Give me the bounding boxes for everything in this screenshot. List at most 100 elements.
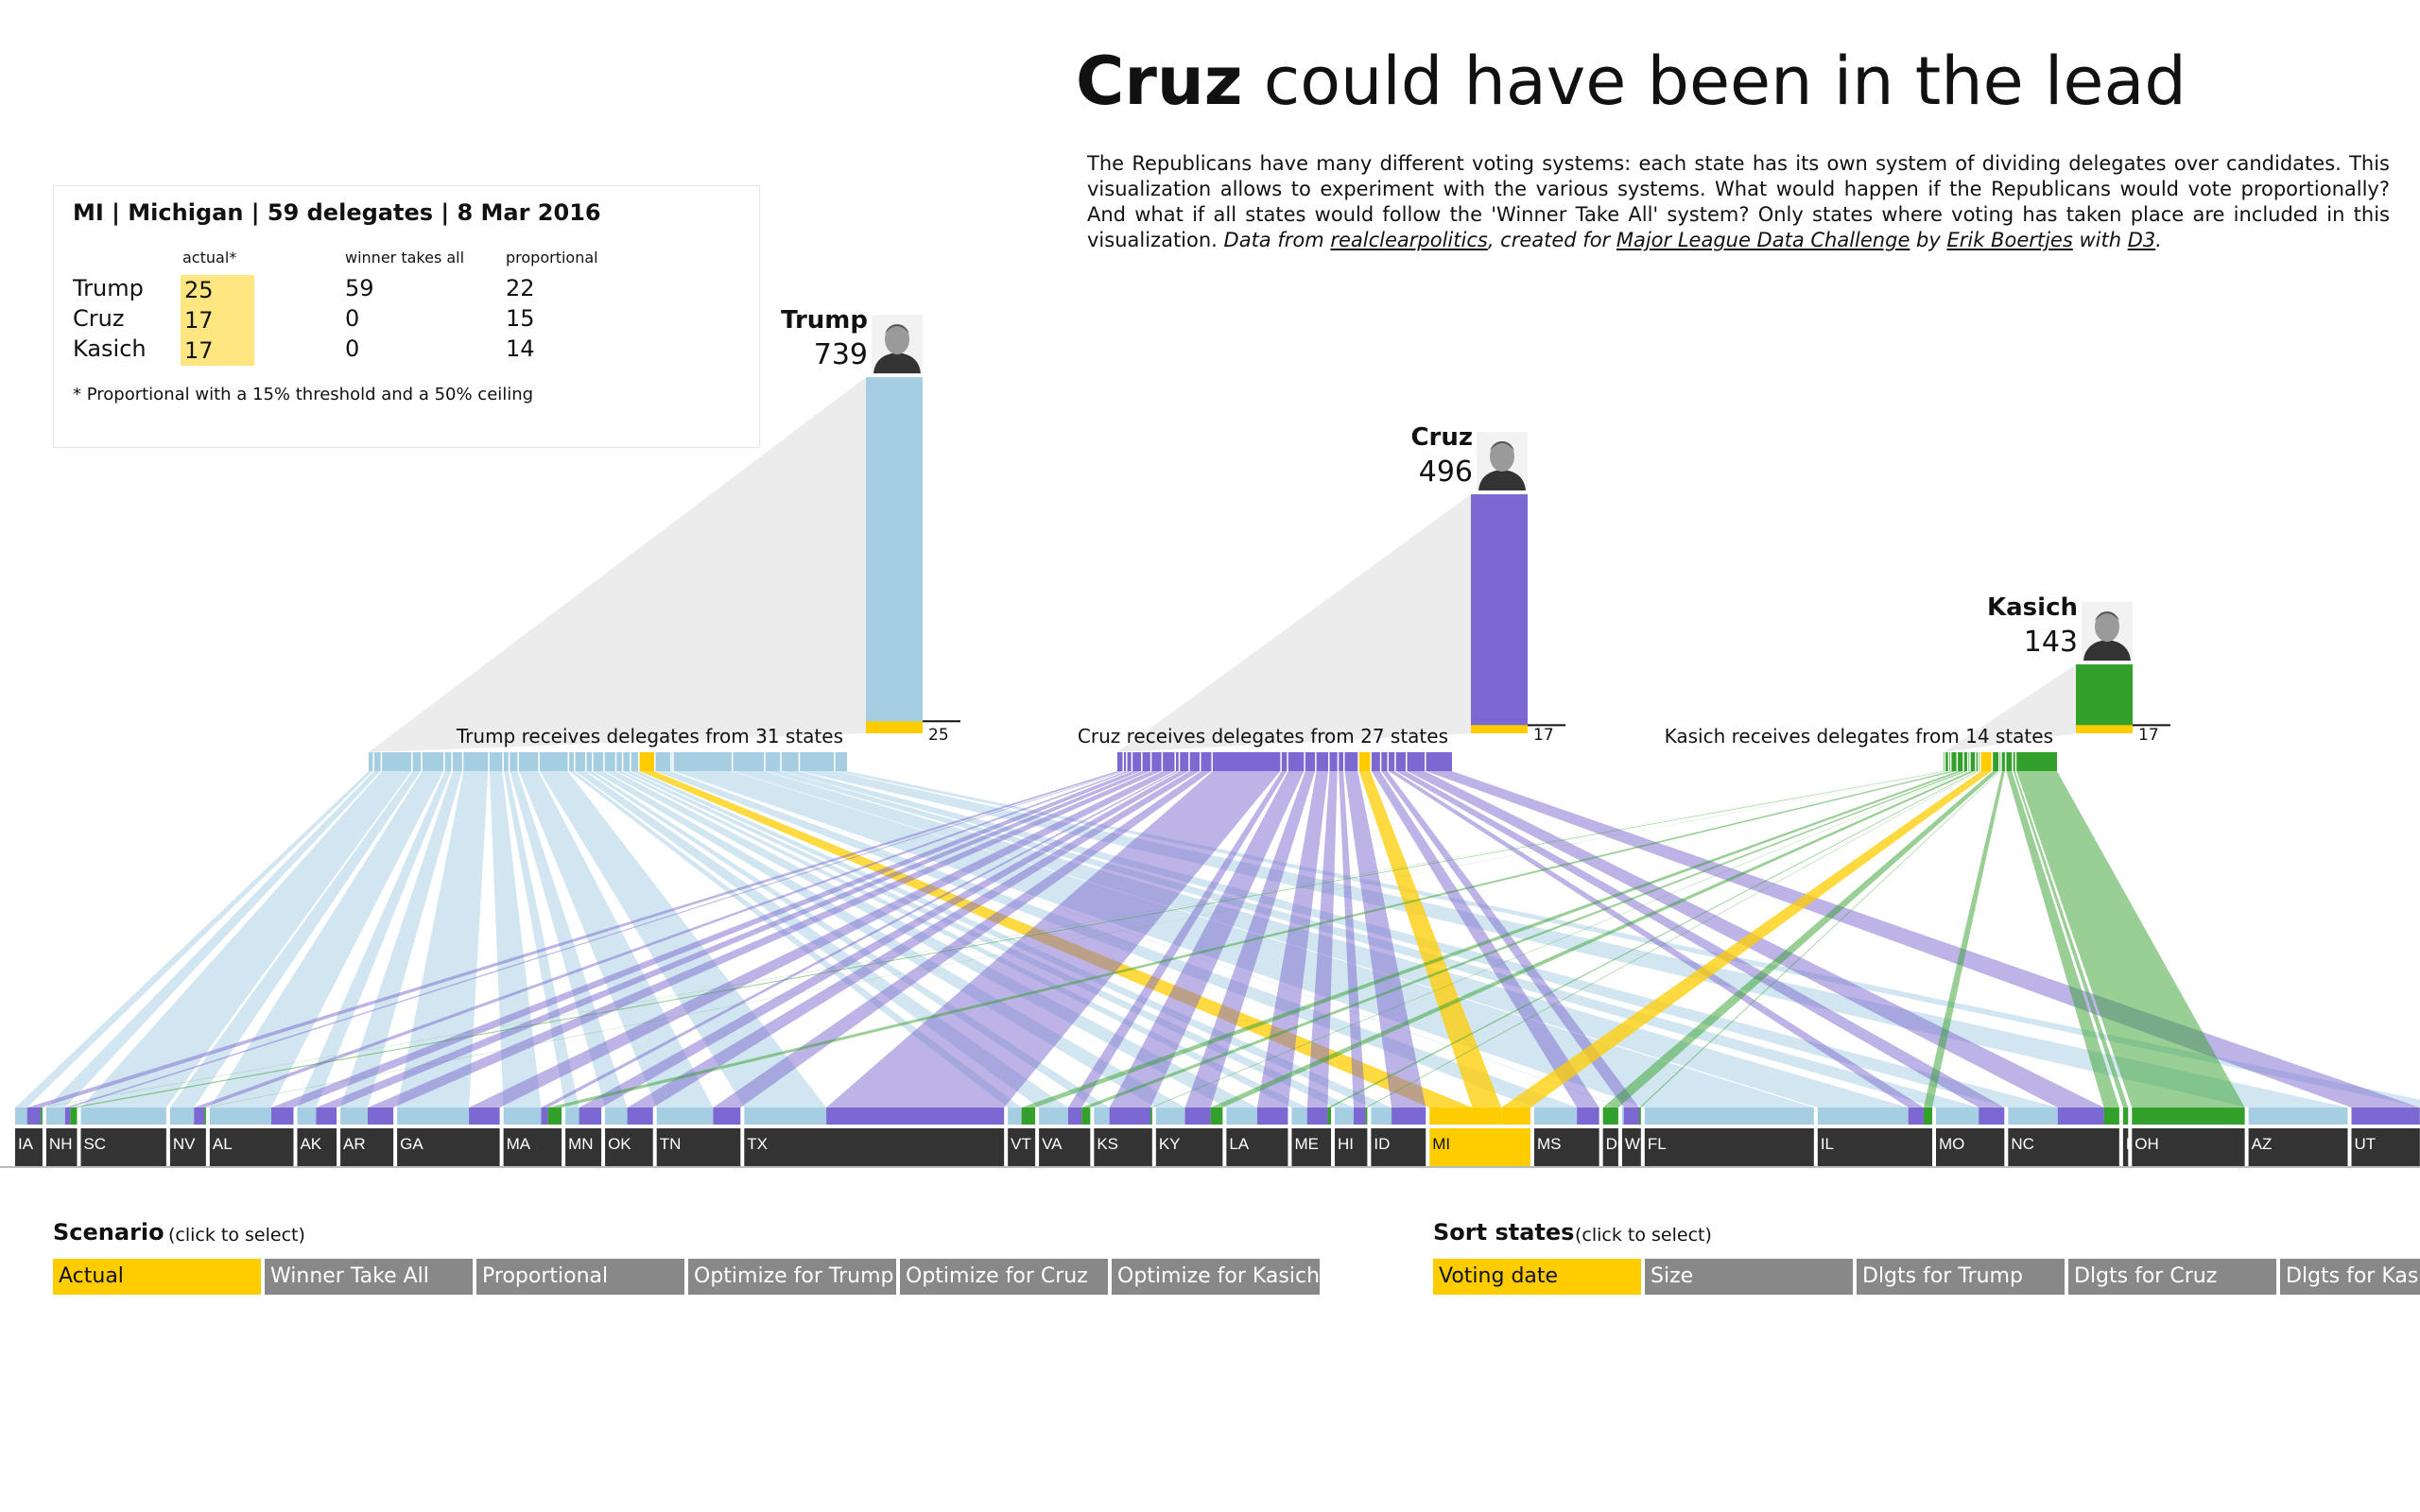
- flow-trump-al: [209, 771, 444, 1108]
- flow-kasich-ky: [1210, 771, 1976, 1108]
- state-mn[interactable]: MN: [565, 1108, 602, 1166]
- candidate-total-label: 739: [814, 338, 868, 371]
- state-label-bg-hi: [1335, 1128, 1368, 1166]
- state-code-label: OH: [2135, 1135, 2159, 1153]
- scenario-actual-button[interactable]: Actual: [53, 1259, 261, 1295]
- sort-dlgts-for-trump-button[interactable]: Dlgts for Trump: [1857, 1259, 2065, 1295]
- candidate-bar-trump: [866, 377, 923, 733]
- state-segment-ia-k: [41, 1108, 43, 1125]
- mid-segment-mi: [639, 752, 655, 771]
- state-ms[interactable]: MS: [1533, 1108, 1599, 1166]
- scenario-winner-take-all-button[interactable]: Winner Take All: [265, 1259, 473, 1295]
- state-segment-ga-t: [397, 1108, 470, 1125]
- state-nh[interactable]: NH: [45, 1108, 78, 1166]
- state-tn[interactable]: TN: [656, 1108, 741, 1166]
- state-segment-ky-t: [1155, 1108, 1185, 1125]
- flow-kasich-me: [1327, 771, 1978, 1108]
- state-segment-ak-t: [297, 1108, 317, 1125]
- candidate-cruz: 17 Cruz 496 Cruz receives delegates from 27…: [1078, 423, 1565, 771]
- sort-size-button[interactable]: Size: [1645, 1259, 1853, 1295]
- state-ga[interactable]: GA: [397, 1108, 500, 1166]
- state-vt[interactable]: VT: [1008, 1108, 1036, 1166]
- title-rest: could have been in the lead: [1242, 43, 2187, 120]
- link-author[interactable]: Erik Boertjes: [1946, 229, 2073, 251]
- state-code-label: AL: [213, 1135, 233, 1153]
- state-code-label: TX: [747, 1135, 768, 1153]
- scenario-optimize-for-trump-button[interactable]: Optimize for Trump: [688, 1259, 896, 1295]
- mid-segment-ky: [593, 752, 604, 771]
- state-segment-il-k: [1923, 1108, 1932, 1125]
- state-ar[interactable]: AR: [340, 1108, 394, 1166]
- state-ok[interactable]: OK: [605, 1108, 653, 1166]
- state-nv[interactable]: NV: [169, 1108, 206, 1166]
- mid-segment-ks: [586, 752, 593, 771]
- state-segment-mn-t: [565, 1108, 579, 1125]
- candidate-summary-label: Trump receives delegates from 31 states: [456, 725, 843, 747]
- state-ky[interactable]: KY: [1155, 1108, 1223, 1166]
- flow-trump-ia: [15, 771, 373, 1108]
- state-segment-mi-c: [1472, 1108, 1502, 1125]
- state-me[interactable]: ME: [1291, 1108, 1332, 1166]
- credit-text-2: , created for: [1487, 229, 1616, 251]
- state-segment-nv-t: [169, 1108, 195, 1125]
- state-oh[interactable]: OH: [2132, 1108, 2245, 1166]
- link-realclearpolitics[interactable]: realclearpolitics: [1330, 229, 1488, 251]
- link-d3[interactable]: D3: [2127, 229, 2156, 251]
- state-az[interactable]: AZ: [2248, 1108, 2348, 1166]
- state-segment-ia-t: [15, 1108, 27, 1125]
- state-label-bg-la: [1226, 1128, 1288, 1166]
- sort-dlgts-for-cruz-button[interactable]: Dlgts for Cruz: [2068, 1259, 2276, 1295]
- state-il[interactable]: IL: [1817, 1108, 1932, 1166]
- flow-cruz-ok: [627, 771, 1200, 1108]
- flow-cruz-ar: [367, 771, 1162, 1108]
- scenario-proportional-button[interactable]: Proportional: [476, 1259, 684, 1295]
- state-segment-dc-k: [1602, 1108, 1618, 1125]
- state-mi[interactable]: MI: [1429, 1108, 1530, 1166]
- candidate-kasich: 17 Kasich 143 Kasich receives delegates fro…: [1665, 593, 2170, 771]
- mid-segment-mn: [503, 752, 509, 771]
- state-ia[interactable]: IA: [15, 1108, 43, 1166]
- state-label-bg-tn: [656, 1128, 741, 1166]
- mid-segment-ms: [655, 752, 671, 771]
- state-fl[interactable]: FL: [1644, 1108, 1814, 1166]
- sort-voting-date-button[interactable]: Voting date: [1433, 1259, 1641, 1295]
- mid-segment-mi: [1358, 752, 1371, 771]
- mid-segment-va: [1281, 752, 1288, 771]
- sort-dlgts-for-kasich-button[interactable]: Dlgts for Kasich: [2280, 1259, 2420, 1295]
- state-ma[interactable]: MA: [503, 1108, 562, 1166]
- flow-cruz-la: [1256, 771, 1328, 1108]
- state-sc[interactable]: SC: [80, 1108, 166, 1166]
- state-segment-ma-k: [547, 1108, 562, 1125]
- scenario-optimize-for-kasich-button[interactable]: Optimize for Kasich: [1112, 1259, 1320, 1295]
- state-wy[interactable]: WY: [1621, 1108, 1651, 1166]
- state-segment-tx-t: [744, 1108, 827, 1125]
- state-code-label: AK: [300, 1135, 321, 1153]
- state-la[interactable]: LA: [1226, 1108, 1288, 1166]
- state-al[interactable]: AL: [209, 1108, 294, 1166]
- state-label-bg-ma: [503, 1128, 562, 1166]
- candidate-summary-label: Kasich receives delegates from 14 states: [1665, 725, 2053, 747]
- flow-cruz-ak: [316, 771, 1150, 1108]
- state-ak[interactable]: AK: [297, 1108, 337, 1166]
- state-code-label: AZ: [2252, 1135, 2273, 1153]
- state-id[interactable]: ID: [1371, 1108, 1426, 1166]
- flow-cruz-tn: [713, 771, 1212, 1108]
- state-va[interactable]: VA: [1039, 1108, 1091, 1166]
- state-segment-wy-c: [1623, 1108, 1640, 1125]
- state-ut[interactable]: UT: [2351, 1108, 2420, 1166]
- mid-segment-ma: [1951, 752, 1957, 771]
- state-code-label: MI: [1432, 1135, 1450, 1153]
- state-segment-mo-c: [1979, 1108, 2005, 1125]
- state-mo[interactable]: MO: [1935, 1108, 2005, 1166]
- flow-kasich-nv: [204, 771, 1950, 1108]
- selected-delegates-label: 17: [2138, 726, 2159, 745]
- link-data-challenge[interactable]: Major League Data Challenge: [1616, 229, 1910, 251]
- mid-segment-ia: [1117, 752, 1123, 771]
- state-ks[interactable]: KS: [1094, 1108, 1152, 1166]
- state-hi[interactable]: HI: [1335, 1108, 1368, 1166]
- scenario-optimize-for-cruz-button[interactable]: Optimize for Cruz: [900, 1259, 1108, 1295]
- mid-segment-tn: [518, 752, 539, 771]
- state-segment-nh-c: [64, 1108, 71, 1125]
- state-nc[interactable]: NC: [2008, 1108, 2119, 1166]
- state-tx[interactable]: TX: [744, 1108, 1005, 1166]
